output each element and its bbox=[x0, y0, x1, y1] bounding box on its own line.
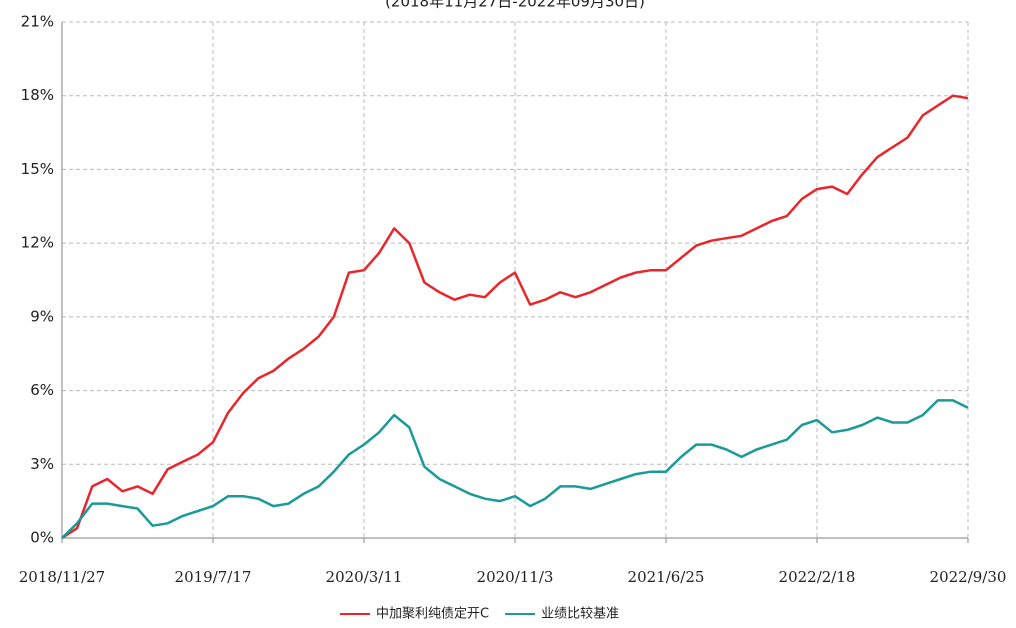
chart-subtitle: (2018年11月27日-2022年09月30日) bbox=[385, 0, 645, 11]
x-tick-label: 2022/9/30 bbox=[930, 568, 1007, 586]
series-line bbox=[61, 94, 969, 540]
x-tick-label: 2020/11/3 bbox=[477, 568, 554, 586]
x-tick-label: 2020/3/11 bbox=[326, 568, 403, 586]
y-tick-label: 6% bbox=[30, 381, 54, 399]
x-tick-label: 2018/11/27 bbox=[19, 568, 105, 586]
y-tick-label: 0% bbox=[30, 529, 54, 547]
series-line bbox=[61, 399, 969, 539]
y-tick-label: 18% bbox=[21, 86, 54, 104]
y-tick-label: 21% bbox=[21, 13, 54, 31]
y-tick-label: 12% bbox=[21, 234, 54, 252]
x-tick-label: 2022/2/18 bbox=[779, 568, 856, 586]
x-tick-label: 2019/7/17 bbox=[175, 568, 252, 586]
y-tick-label: 15% bbox=[21, 160, 54, 178]
x-tick-label: 2021/6/25 bbox=[628, 568, 705, 586]
y-tick-label: 9% bbox=[30, 307, 54, 325]
legend-label: 业绩比较基准 bbox=[541, 607, 619, 622]
legend-label: 中加聚利纯债定开C bbox=[376, 607, 489, 622]
y-tick-label: 3% bbox=[30, 455, 54, 473]
